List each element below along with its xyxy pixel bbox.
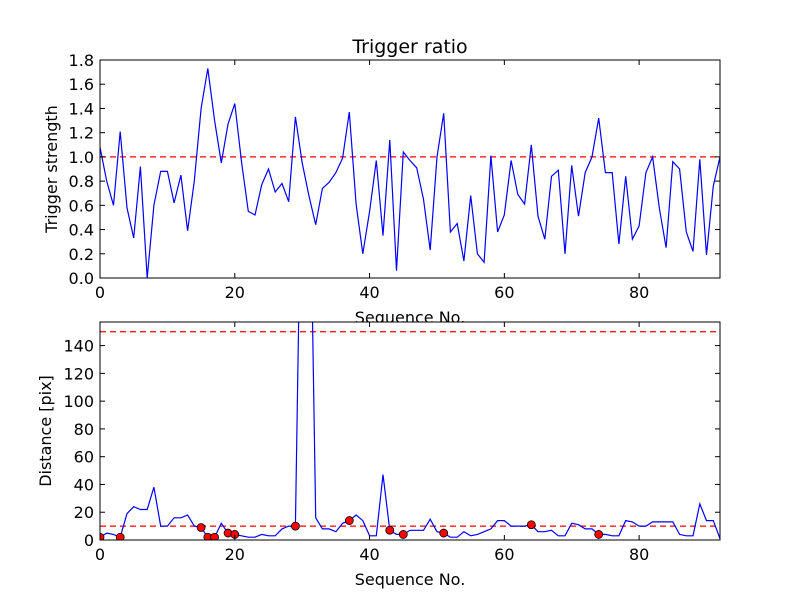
y-tick-label: 1.6	[69, 75, 94, 94]
marker-point	[210, 532, 219, 540]
x-tick-label: 60	[494, 283, 514, 302]
y-tick-label: 60	[74, 448, 94, 467]
y-axis-label-top: Trigger strength	[42, 105, 61, 234]
panel-distance: 0 20 40 60 80 0 20 40 60 80 100 120 140 Sequence No.…	[36, 321, 721, 589]
chart-title: Trigger ratio	[351, 36, 467, 58]
x-tick-label: 20	[225, 545, 245, 564]
x-tick-label: 40	[359, 545, 379, 564]
plot-area-bottom	[100, 322, 720, 540]
x-tick-label: 20	[225, 283, 245, 302]
y-tick-label: 1.8	[69, 51, 94, 70]
marker-point	[344, 516, 354, 525]
plot-frame-top	[99, 59, 721, 279]
marker-point	[385, 525, 395, 535]
x-tick-label: 60	[494, 545, 514, 564]
panel-trigger-ratio: 0 20 40 60 800.00.20.40.60.81.01.21.41.61.8 …	[42, 36, 721, 327]
marker-point	[398, 530, 408, 539]
x-axis-label-bottom: Sequence No.	[355, 570, 466, 589]
y-tick-label: 1.2	[69, 124, 94, 143]
y-tick-label: 80	[74, 420, 94, 439]
x-tick-label: 80	[629, 283, 649, 302]
series-line-0	[100, 68, 720, 278]
y-tick-label: 140	[63, 337, 94, 356]
y-tick-label: 0.8	[69, 172, 94, 191]
marker-point	[115, 532, 125, 540]
y-tick-label: 1.0	[69, 148, 94, 167]
y-tick-label: 0.2	[69, 245, 94, 264]
plot-frame-bottom	[99, 321, 721, 541]
x-tick-label: 0	[95, 283, 105, 302]
plot-area-top	[100, 60, 720, 278]
marker-point	[291, 521, 300, 531]
y-axis-label-bottom: Distance [pix]	[36, 375, 55, 487]
y-tick-label: 120	[63, 364, 94, 383]
y-tick-label: 0.4	[69, 221, 94, 240]
marker-point	[594, 530, 604, 539]
y-tick-label: 0.6	[69, 196, 94, 215]
marker-point	[526, 520, 536, 530]
marker-point	[100, 532, 105, 540]
y-tick-label: 40	[74, 475, 94, 494]
y-tick-label: 20	[74, 503, 94, 522]
x-tick-label: 0	[95, 545, 105, 564]
x-tick-label: 40	[359, 283, 379, 302]
y-tick-label: 0	[84, 531, 94, 550]
y-tick-label: 100	[63, 392, 94, 411]
x-tick-label: 80	[629, 545, 649, 564]
y-tick-label: 1.4	[69, 99, 94, 118]
marker-point	[196, 523, 206, 532]
y-tick-label: 0.0	[69, 269, 94, 288]
marker-point	[439, 528, 449, 538]
